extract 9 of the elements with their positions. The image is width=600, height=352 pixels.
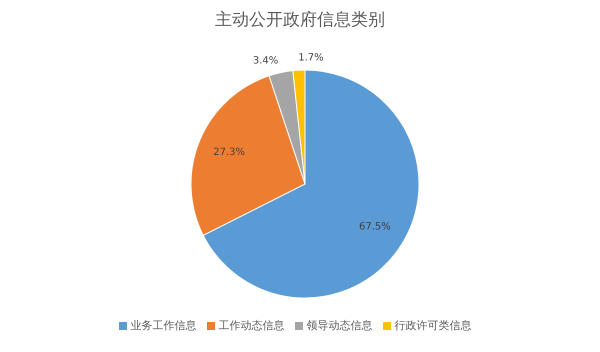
data-label: 1.7% bbox=[298, 52, 324, 64]
legend-label: 领导动态信息 bbox=[306, 319, 372, 332]
legend-label: 业务工作信息 bbox=[130, 319, 196, 332]
chart-title: 主动公开政府信息类别 bbox=[214, 9, 386, 31]
data-label: 3.4% bbox=[252, 55, 278, 66]
data-label: 67.5% bbox=[359, 222, 391, 233]
data-label: 27.3% bbox=[213, 147, 246, 158]
legend-label: 行政许可类信息 bbox=[394, 319, 472, 332]
legend-label: 工作动态信息 bbox=[218, 319, 284, 332]
